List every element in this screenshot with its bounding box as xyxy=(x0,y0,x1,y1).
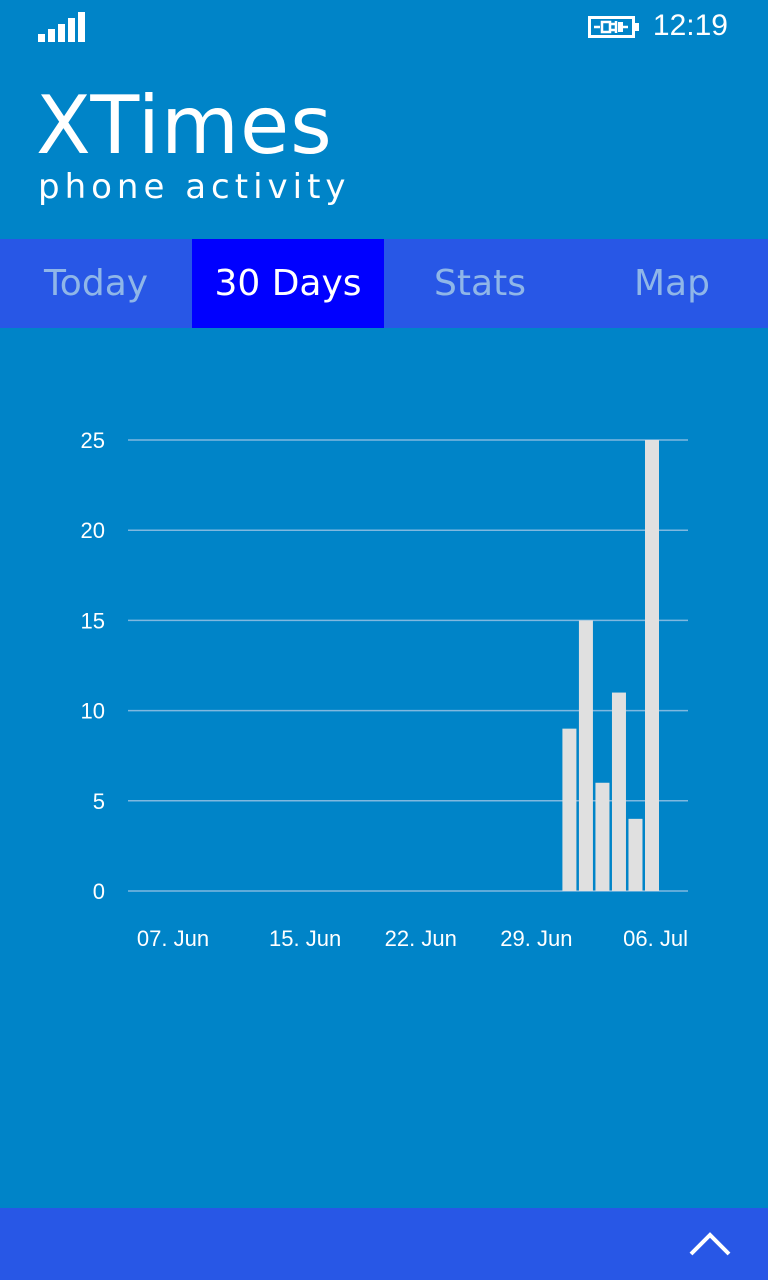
x-tick-label: 29. Jun xyxy=(500,926,572,951)
bar xyxy=(611,692,626,891)
x-tick-label: 15. Jun xyxy=(269,926,341,951)
tab-today[interactable]: Today xyxy=(43,263,149,304)
tab-bar: Today 30 Days Stats Map xyxy=(0,239,768,328)
clock: 12:19 xyxy=(652,9,728,42)
x-tick-label: 22. Jun xyxy=(385,926,457,951)
y-tick-label: 10 xyxy=(81,699,105,724)
bar xyxy=(578,620,593,891)
chevron-up-icon[interactable] xyxy=(688,1226,732,1262)
activity-chart-svg: 0 5 10 15 20 25 07. Jun 15. Jun 22. Jun 29. Jun 06… xyxy=(81,428,688,951)
tab-stats[interactable]: Stats xyxy=(434,263,526,304)
bar xyxy=(562,728,577,891)
battery-charging-icon xyxy=(588,16,639,38)
app-title: XTimes xyxy=(36,79,333,172)
x-tick-label: 06. Jul xyxy=(623,926,688,951)
y-tick-label: 25 xyxy=(81,428,105,453)
app-subtitle: phone activity xyxy=(38,167,351,207)
x-tick-label: 07. Jun xyxy=(137,926,209,951)
tab-map[interactable]: Map xyxy=(634,263,710,304)
y-tick-label: 0 xyxy=(93,879,105,904)
tab-30-days[interactable]: 30 Days xyxy=(192,239,384,328)
bar xyxy=(628,818,643,891)
y-tick-label: 15 xyxy=(81,608,105,633)
bar xyxy=(645,440,659,891)
bar xyxy=(595,782,610,891)
app-bar xyxy=(0,1208,768,1280)
y-tick-label: 5 xyxy=(93,789,105,814)
activity-chart: 0 5 10 15 20 25 07. Jun 15. Jun 22. Jun 29. Jun 06… xyxy=(0,400,768,980)
status-bar: 12:19 xyxy=(0,0,768,56)
y-tick-label: 20 xyxy=(81,518,105,543)
signal-strength-icon xyxy=(38,12,86,42)
